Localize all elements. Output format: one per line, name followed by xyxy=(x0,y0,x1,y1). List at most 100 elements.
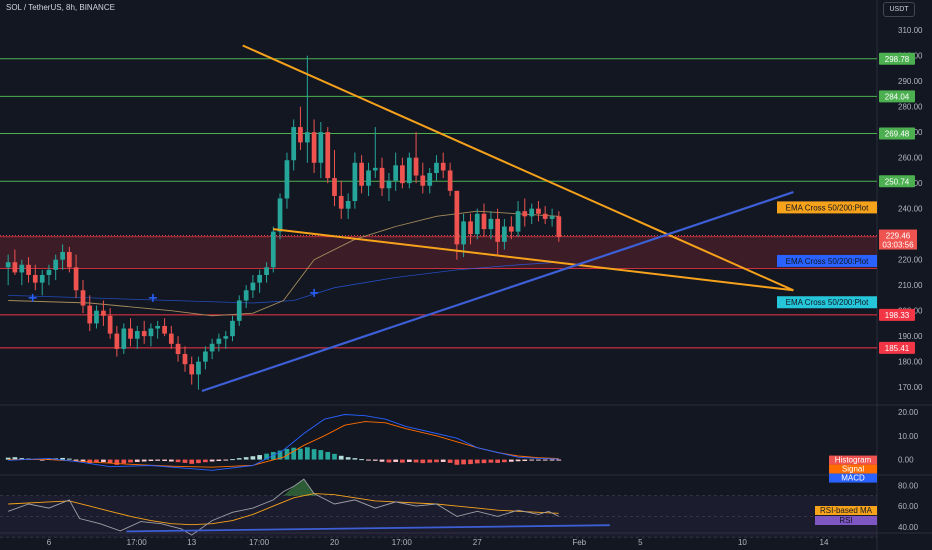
candle-body xyxy=(440,162,446,171)
macd-histogram-bar xyxy=(372,459,378,461)
price-tick-label: 220.00 xyxy=(898,256,923,265)
candle-body xyxy=(434,162,439,173)
time-tick-label: 14 xyxy=(820,538,829,547)
candle-body xyxy=(175,343,181,355)
candle-body xyxy=(332,178,337,196)
price-tick-label: 260.00 xyxy=(898,154,923,163)
candle-body xyxy=(53,259,59,270)
candle-body xyxy=(189,364,195,375)
macd-histogram-bar xyxy=(305,447,310,460)
candle-body xyxy=(372,167,378,171)
ema-label: EMA Cross 50/200:Plot xyxy=(786,257,869,266)
ema-label-tag xyxy=(777,201,877,214)
macd-histogram-bar xyxy=(189,459,195,464)
candle-body xyxy=(345,201,351,209)
ascending-trendline xyxy=(201,191,794,393)
rsi-trendline xyxy=(126,524,610,533)
ema-label-tag xyxy=(777,296,877,309)
candle-body xyxy=(447,170,453,191)
time-tick-label: 27 xyxy=(473,538,482,547)
candle-body xyxy=(481,213,487,230)
triangle-upper-line xyxy=(242,44,794,292)
candle-body xyxy=(386,180,392,189)
macd-histogram-bar xyxy=(284,448,290,460)
time-tick-label: 17:00 xyxy=(127,538,148,547)
candle-body xyxy=(393,165,399,181)
macd-histogram-bar xyxy=(196,459,201,464)
macd-histogram-bar xyxy=(236,458,242,460)
macd-histogram-bar xyxy=(379,459,385,462)
price-tick-label: 310.00 xyxy=(898,26,923,35)
price-tick-label: 190.00 xyxy=(898,332,923,341)
candle-body xyxy=(46,269,52,275)
candle-body xyxy=(413,157,419,176)
candle-body xyxy=(107,315,113,334)
candle-body xyxy=(230,320,235,337)
macd-histogram-bar xyxy=(39,459,45,461)
candle-body xyxy=(406,157,412,184)
candle-body xyxy=(542,213,548,219)
candle-body xyxy=(101,310,106,316)
candle-body xyxy=(148,328,154,337)
macd-histogram-bar xyxy=(488,459,494,463)
triangle-lower-line xyxy=(273,228,794,292)
candle-body xyxy=(352,162,358,202)
candle-body xyxy=(250,282,256,291)
ema-cross-marker xyxy=(148,293,157,302)
candle-body xyxy=(223,336,229,339)
resistance-level-label: 298.78 xyxy=(885,55,910,64)
ema-cross-marker xyxy=(310,288,319,297)
macd-histogram-bar xyxy=(209,459,215,462)
macd-legend-label: MACD xyxy=(841,474,865,483)
macd-histogram-bar xyxy=(311,449,317,460)
macd-histogram-bar xyxy=(243,457,249,460)
macd-histogram-bar xyxy=(318,450,324,460)
time-tick-label: 13 xyxy=(187,538,196,547)
rsi-tick-label: 60.00 xyxy=(898,502,919,511)
candle-body xyxy=(243,290,249,301)
time-tick-label: 5 xyxy=(638,538,643,547)
candle-body xyxy=(338,195,344,209)
macd-histogram-bar xyxy=(434,459,439,463)
price-tick-label: 210.00 xyxy=(898,281,923,290)
currency-button[interactable]: USDT xyxy=(883,2,915,17)
candle-body xyxy=(168,333,174,344)
candle-body xyxy=(182,354,188,365)
candle-body xyxy=(549,216,555,219)
time-tick-label: 17:00 xyxy=(249,538,270,547)
time-tick-label: 17:00 xyxy=(392,538,413,547)
resistance-level-label: 269.48 xyxy=(885,130,910,139)
resistance-level-tag xyxy=(879,90,915,103)
macd-histogram-bar xyxy=(141,459,147,462)
candle-body xyxy=(508,226,514,232)
macd-legend-tag xyxy=(829,464,877,474)
rsi-tick-label: 80.00 xyxy=(898,481,919,490)
candle-body xyxy=(87,305,93,324)
time-tick-label: 10 xyxy=(738,538,747,547)
macd-histogram-bar xyxy=(277,450,283,460)
candle-body xyxy=(134,331,140,339)
macd-histogram-bar xyxy=(502,459,507,463)
candle-body xyxy=(454,190,460,245)
macd-histogram-bar xyxy=(264,453,269,460)
macd-histogram-bar xyxy=(128,459,133,463)
price-tick-label: 290.00 xyxy=(898,77,923,86)
resistance-level-tag xyxy=(879,127,915,140)
candle-body xyxy=(400,165,405,184)
macd-histogram-bar xyxy=(121,459,127,464)
candle-body xyxy=(427,172,433,186)
price-zone xyxy=(0,236,877,269)
macd-histogram-bar xyxy=(168,459,174,462)
macd-histogram-bar xyxy=(468,459,473,465)
macd-histogram-bar xyxy=(549,459,555,461)
candle-body xyxy=(420,175,426,186)
candle-body xyxy=(26,264,31,275)
rsi-overbought-fill xyxy=(283,479,319,496)
macd-histogram-bar xyxy=(461,459,466,465)
candle-body xyxy=(121,328,127,349)
macd-histogram-bar xyxy=(203,459,208,463)
support-level-tag xyxy=(879,341,915,354)
candle-body xyxy=(284,160,290,199)
current-price-tag xyxy=(879,229,917,250)
